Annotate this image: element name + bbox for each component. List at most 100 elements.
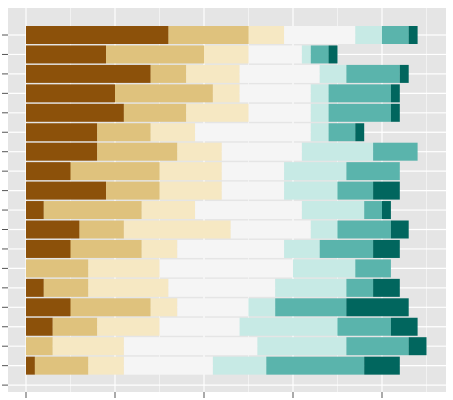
bar-segment [26,181,107,200]
bar-segment [266,356,365,375]
bar-segment [159,259,293,278]
bar-segment [186,103,249,122]
bar-segment [52,337,124,356]
bar-segment [390,84,400,103]
bar-segment [319,239,374,258]
bar-segment [301,45,311,64]
bar-segment [26,356,35,375]
bar-segment [195,201,302,220]
bar-segment [390,220,409,239]
bar-segment [150,123,196,142]
bar-segment [248,103,311,122]
bar-segment [364,201,382,220]
bar-segment [408,337,427,356]
bar-segment [177,239,285,258]
bar-segment [52,317,98,336]
bar-segment [123,103,187,122]
bar-segment [79,220,124,239]
bar-segment [257,337,347,356]
bar-segment [115,84,213,103]
bar-segment [346,162,400,181]
bar-segment [319,64,347,83]
bar-segment [26,26,169,44]
bar-segment [123,356,213,375]
bar-segment [301,142,374,161]
bar-segment [346,337,409,356]
bar-segment [239,317,338,336]
bar-segment [212,84,240,103]
bar-segment [26,103,124,122]
bar-segment [26,278,44,297]
bar-segment [408,26,418,44]
bar-segment [70,162,160,181]
bar-segment [141,201,196,220]
bars [26,26,427,375]
bar-segment [26,298,71,317]
bar-segment [26,239,71,258]
bar-segment [248,298,276,317]
bar-segment [346,64,400,83]
bar-segment [284,162,347,181]
bar-segment [284,26,356,44]
bar-segment [337,181,374,200]
bar-segment [26,45,107,64]
bar-segment [275,278,347,297]
bar-segment [88,259,160,278]
bar-segment [43,201,142,220]
bar-segment [284,239,320,258]
bar-segment [141,239,178,258]
bar-segment [248,26,285,44]
bar-segment [26,259,89,278]
bar-segment [26,142,98,161]
bar-segment [221,181,285,200]
bar-segment [337,220,391,239]
bar-segment [26,123,98,142]
bar-segment [88,278,169,297]
bar-segment [186,64,240,83]
bar-segment [150,298,178,317]
bar-segment [239,84,311,103]
bar-segment [70,239,142,258]
bar-segment [168,278,276,297]
bar-segment [355,123,365,142]
bar-segment [390,317,418,336]
bar-segment [248,45,302,64]
bar-segment [310,123,329,142]
bar-segment [346,278,374,297]
bar-segment [382,26,409,44]
bar-segment [159,162,222,181]
bar-segment [159,181,222,200]
bar-segment [26,337,53,356]
bar-segment [275,298,347,317]
bar-segment [97,317,160,336]
bar-segment [43,278,89,297]
bar-segment [293,259,356,278]
bar-segment [373,142,418,161]
bar-segment [221,162,285,181]
bar-segment [239,64,320,83]
bar-segment [230,220,311,239]
bar-segment [26,84,115,103]
bar-segment [373,239,400,258]
bar-segment [221,142,302,161]
bar-segment [123,337,258,356]
bar-segment [328,123,356,142]
bar-segment [97,142,178,161]
bar-segment [97,123,151,142]
bar-segment [26,201,44,220]
bar-segment [26,162,71,181]
bar-segment [328,45,338,64]
bar-segment [195,123,311,142]
bar-segment [150,64,187,83]
bar-segment [34,356,89,375]
bar-segment [310,103,329,122]
bar-segment [328,103,391,122]
bar-segment [355,26,382,44]
bar-segment [301,201,365,220]
bar-segment [177,142,222,161]
bar-segment [212,356,267,375]
bar-segment [346,298,409,317]
bar-segment [373,181,400,200]
